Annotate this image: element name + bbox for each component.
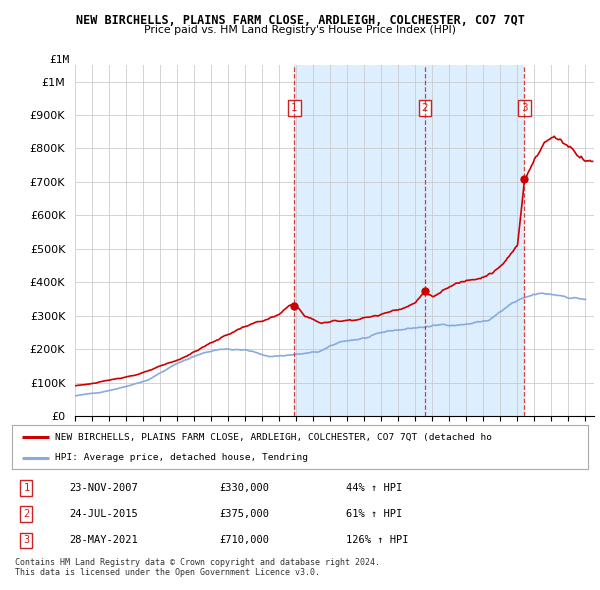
Text: £375,000: £375,000 xyxy=(220,509,269,519)
Text: Price paid vs. HM Land Registry's House Price Index (HPI): Price paid vs. HM Land Registry's House … xyxy=(144,25,456,35)
Text: HPI: Average price, detached house, Tendring: HPI: Average price, detached house, Tend… xyxy=(55,453,308,462)
Text: 1: 1 xyxy=(23,483,29,493)
Text: Contains HM Land Registry data © Crown copyright and database right 2024.: Contains HM Land Registry data © Crown c… xyxy=(15,558,380,566)
Text: NEW BIRCHELLS, PLAINS FARM CLOSE, ARDLEIGH, COLCHESTER, CO7 7QT: NEW BIRCHELLS, PLAINS FARM CLOSE, ARDLEI… xyxy=(76,14,524,27)
Text: 44% ↑ HPI: 44% ↑ HPI xyxy=(346,483,403,493)
Text: 1: 1 xyxy=(291,103,298,113)
Text: 3: 3 xyxy=(23,536,29,546)
Text: £710,000: £710,000 xyxy=(220,536,269,546)
Text: 61% ↑ HPI: 61% ↑ HPI xyxy=(346,509,403,519)
Text: 3: 3 xyxy=(521,103,527,113)
Text: 24-JUL-2015: 24-JUL-2015 xyxy=(70,509,139,519)
Text: 28-MAY-2021: 28-MAY-2021 xyxy=(70,536,139,546)
Text: 2: 2 xyxy=(23,509,29,519)
Text: This data is licensed under the Open Government Licence v3.0.: This data is licensed under the Open Gov… xyxy=(15,568,320,577)
Text: 2: 2 xyxy=(422,103,428,113)
Text: 126% ↑ HPI: 126% ↑ HPI xyxy=(346,536,409,546)
Text: £330,000: £330,000 xyxy=(220,483,269,493)
Text: 23-NOV-2007: 23-NOV-2007 xyxy=(70,483,139,493)
Text: NEW BIRCHELLS, PLAINS FARM CLOSE, ARDLEIGH, COLCHESTER, CO7 7QT (detached ho: NEW BIRCHELLS, PLAINS FARM CLOSE, ARDLEI… xyxy=(55,432,492,442)
Text: £1M: £1M xyxy=(50,55,70,65)
Bar xyxy=(295,65,524,416)
